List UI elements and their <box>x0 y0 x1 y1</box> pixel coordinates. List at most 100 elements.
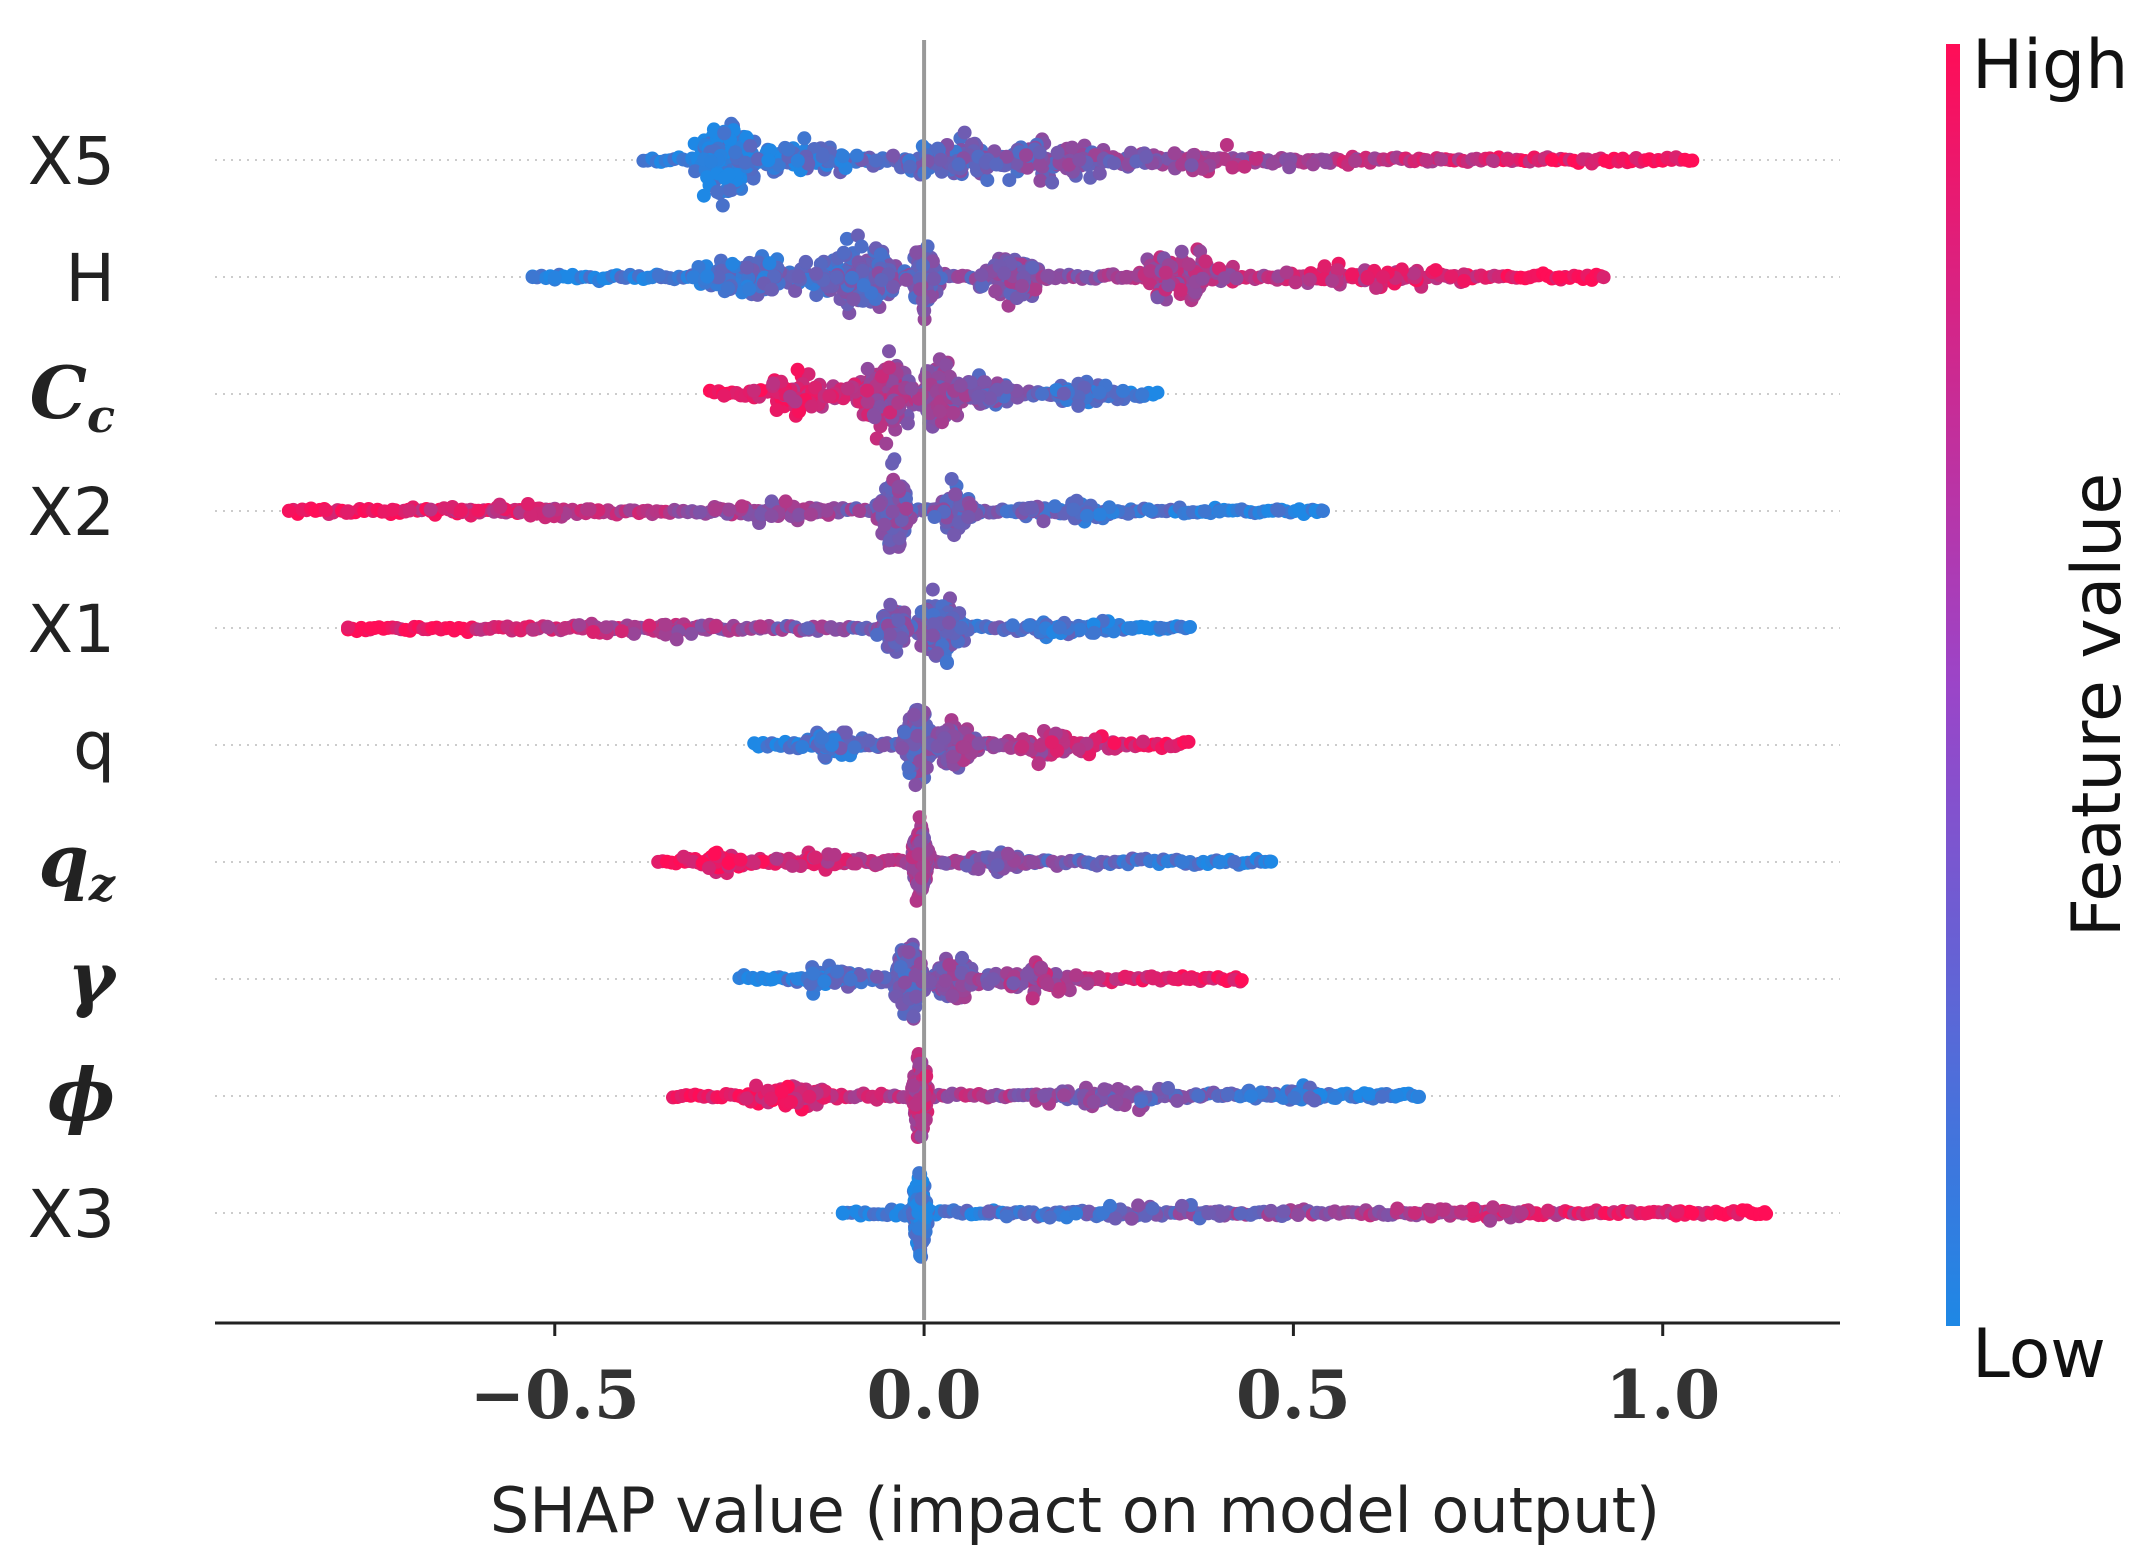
shap-dot <box>906 707 921 722</box>
shap-dot <box>882 344 896 359</box>
shap-dot <box>696 188 711 203</box>
shap-dot <box>1123 621 1138 635</box>
shap-dot <box>1195 161 1210 176</box>
shap-dot <box>882 360 897 375</box>
shap-dot <box>935 415 949 430</box>
shap-dot <box>974 268 989 283</box>
shap-dot <box>885 504 900 519</box>
shap-dot <box>769 403 784 417</box>
shap-dot <box>815 149 830 164</box>
shap-dot <box>1139 149 1154 164</box>
shap-dot <box>925 582 940 597</box>
shap-dot <box>1071 398 1086 413</box>
shap-dot <box>999 149 1014 164</box>
shap-dot <box>725 256 740 271</box>
shap-dot <box>957 740 972 755</box>
shap-dot <box>909 245 924 260</box>
shap-dot <box>715 198 730 213</box>
shap-dot <box>1348 154 1363 168</box>
shap-dot <box>1019 148 1033 163</box>
shap-dot <box>1033 173 1048 188</box>
shap-dot <box>693 505 707 520</box>
shap-dot <box>899 501 914 516</box>
shap-dot <box>1552 270 1567 285</box>
shap-dot <box>1020 967 1035 982</box>
shap-dot <box>932 404 947 419</box>
shap-dot <box>1225 160 1240 175</box>
feature-swarm <box>636 116 1700 213</box>
shap-dot <box>762 256 777 271</box>
shap-dot <box>955 950 969 965</box>
shap-dot <box>827 847 842 862</box>
shap-dot <box>1080 976 1095 991</box>
shap-dot <box>790 153 805 168</box>
shap-dot <box>980 173 995 188</box>
shap-dot <box>891 479 906 494</box>
shap-dot <box>893 960 908 974</box>
shap-dot <box>493 500 508 515</box>
shap-dot <box>1025 991 1040 1006</box>
shap-dot <box>843 972 858 987</box>
shap-dot <box>614 624 629 639</box>
shap-dot <box>1032 145 1047 160</box>
shap-dot <box>1150 385 1165 400</box>
feature-swarm <box>651 810 1279 908</box>
shap-dot <box>978 155 993 170</box>
shap-dot <box>1500 152 1515 167</box>
shap-dot <box>977 375 992 390</box>
shap-dot <box>704 154 718 169</box>
shap-dot <box>1279 265 1294 280</box>
shap-dot <box>717 126 732 141</box>
shap-dot <box>914 871 929 885</box>
shap-dot <box>769 851 784 866</box>
shap-dot <box>944 472 959 486</box>
shap-dot <box>873 247 888 262</box>
shap-dot <box>874 273 889 287</box>
shap-dot <box>1212 855 1227 870</box>
shap-dot <box>1028 282 1043 297</box>
shap-dot <box>728 145 743 160</box>
shap-dot <box>1032 157 1047 172</box>
shap-dot <box>746 855 761 870</box>
shap-dot <box>939 654 954 669</box>
shap-dot <box>942 957 957 972</box>
shap-dot <box>599 620 614 635</box>
shap-dot <box>989 157 1004 172</box>
shap-dot <box>997 266 1012 281</box>
shap-dot <box>525 270 540 285</box>
shap-dot <box>989 738 1003 753</box>
shap-dot <box>883 597 898 612</box>
shap-dot <box>781 142 796 157</box>
shap-dot <box>937 856 952 870</box>
shap-dot <box>1306 157 1321 172</box>
shap-dot <box>722 183 737 198</box>
shap-dot <box>886 279 900 294</box>
shap-dot <box>1015 739 1030 754</box>
shap-dot <box>829 270 844 285</box>
shap-dot <box>1183 972 1197 987</box>
shap-dot <box>1092 166 1107 181</box>
shap-dot <box>1212 504 1227 519</box>
shap-dot <box>1428 263 1443 278</box>
shap-dot <box>385 502 400 517</box>
shap-dot <box>1052 620 1067 635</box>
shap-dot <box>1161 278 1176 293</box>
shap-dot <box>930 141 945 156</box>
shap-dot <box>791 269 806 284</box>
shap-dot <box>1596 270 1611 285</box>
shap-dot <box>847 740 862 755</box>
shap-dot <box>341 620 355 635</box>
shap-dot <box>840 381 855 396</box>
shap-dot <box>1188 285 1203 299</box>
shap-dot <box>1009 291 1024 306</box>
shap-dot <box>1040 269 1055 284</box>
shap-dot <box>805 966 820 981</box>
shap-dot <box>1184 158 1199 173</box>
shap-dot <box>1282 160 1297 175</box>
shap-dot <box>753 619 768 634</box>
shap-dot <box>1345 267 1359 282</box>
shap-dot <box>899 272 914 287</box>
shap-dot <box>700 269 715 284</box>
shap-dot <box>1216 151 1231 166</box>
shap-dot <box>627 626 642 641</box>
